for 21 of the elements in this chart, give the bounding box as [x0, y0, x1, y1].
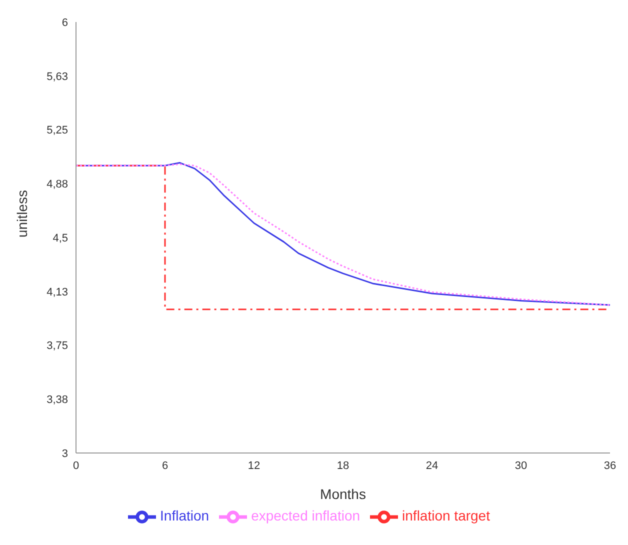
- x-tick-label: 30: [514, 460, 528, 472]
- legend-label: Inflation: [160, 508, 210, 524]
- y-tick-label: 5,63: [46, 70, 68, 83]
- x-tick-label: 36: [604, 460, 616, 472]
- x-tick-label: 18: [336, 460, 350, 472]
- y-tick-label: 4,88: [46, 178, 68, 191]
- x-tick-label: 24: [426, 460, 438, 472]
- legend-label: expected inflation: [251, 508, 360, 524]
- legend-label: inflation target: [402, 508, 490, 524]
- y-tick-label: 6: [62, 16, 68, 29]
- y-tick-label: 3: [62, 448, 68, 460]
- x-tick-label: 6: [162, 460, 168, 472]
- y-tick-label: 4,5: [52, 232, 68, 244]
- y-tick-label: 4,13: [46, 286, 68, 298]
- y-tick-label: 3,38: [46, 394, 68, 406]
- y-axis-title: unitless: [14, 190, 30, 238]
- x-axis-title: Months: [320, 486, 366, 502]
- x-tick-label: 12: [248, 460, 260, 472]
- x-tick-label: 0: [72, 460, 80, 472]
- y-tick-label: 5,25: [46, 124, 68, 137]
- y-tick-label: 3,75: [46, 340, 68, 352]
